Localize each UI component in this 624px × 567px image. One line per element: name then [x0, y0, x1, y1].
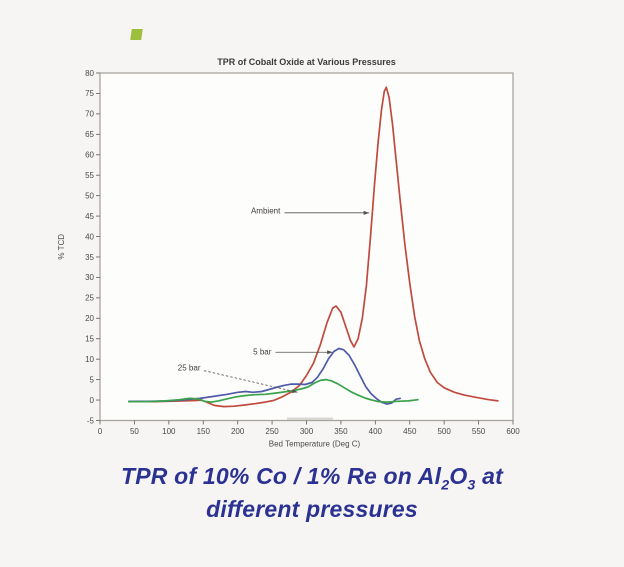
- y-tick-label: 80: [85, 69, 94, 78]
- y-tick-label: 20: [85, 314, 94, 323]
- caption-subscript-2: 2: [441, 477, 450, 494]
- x-tick-label: 0: [98, 427, 103, 436]
- y-tick-label: 75: [85, 89, 94, 98]
- x-tick-label: 100: [162, 427, 176, 436]
- y-tick-label: 0: [90, 396, 95, 405]
- x-tick-label: 550: [472, 427, 486, 436]
- annotation-label-ambient: Ambient: [251, 207, 281, 216]
- x-tick-label: 400: [369, 427, 383, 436]
- annotation-arrowhead: [291, 389, 298, 393]
- y-tick-label: 50: [85, 191, 94, 200]
- y-tick-label: 55: [85, 171, 94, 180]
- y-tick-label: 15: [85, 335, 94, 344]
- tpr-chart-figure: TPR of Cobalt Oxide at Various Pressures…: [55, 55, 525, 460]
- y-tick-label: 5: [90, 375, 95, 384]
- figure-caption: TPR of 10% Co / 1% Re on Al2O3 at differ…: [0, 462, 624, 523]
- caption-subscript-3: 3: [467, 477, 476, 494]
- x-tick-label: 200: [231, 427, 245, 436]
- y-tick-label: 60: [85, 151, 94, 160]
- y-tick-label: 30: [85, 273, 94, 282]
- y-axis-label: % TCD: [57, 234, 66, 260]
- y-tick-label: 25: [85, 294, 94, 303]
- annotation-label-5-bar: 5 bar: [253, 348, 272, 357]
- caption-text-1: TPR of 10% Co / 1% Re on Al: [120, 463, 442, 489]
- caption-text-at: at: [475, 463, 504, 489]
- chart-canvas: TPR of Cobalt Oxide at Various Pressures…: [57, 57, 520, 449]
- y-tick-label: 40: [85, 232, 94, 241]
- y-tick-label: 10: [85, 355, 94, 364]
- annotation-arrowhead: [363, 210, 370, 215]
- annotation-label-25-bar: 25 bar: [178, 364, 201, 373]
- series-line-ambient: [128, 86, 499, 408]
- x-tick-label: 450: [403, 427, 417, 436]
- green-square-bullet-icon: [130, 29, 143, 40]
- chart-title: TPR of Cobalt Oxide at Various Pressures: [217, 57, 396, 67]
- annotation-arrowhead: [327, 350, 333, 355]
- border-smudge: [287, 417, 333, 420]
- y-tick-label: 70: [85, 110, 94, 119]
- series-line-5-bar: [128, 347, 401, 405]
- y-tick-label: 35: [85, 253, 94, 262]
- caption-text-o: O: [449, 463, 468, 489]
- plot-area: [99, 72, 514, 422]
- y-tick-label: -5: [87, 416, 95, 425]
- x-tick-label: 600: [506, 427, 520, 436]
- y-tick-label: 65: [85, 130, 94, 139]
- y-tick-label: 45: [85, 212, 94, 221]
- x-tick-label: 50: [130, 427, 139, 436]
- series-line-25-bar: [128, 378, 419, 403]
- caption-text-line2: different pressures: [206, 495, 418, 522]
- x-axis-label: Bed Temperature (Deg C): [269, 440, 361, 449]
- x-tick-label: 500: [437, 427, 451, 436]
- x-tick-label: 150: [197, 427, 211, 436]
- x-tick-label: 300: [300, 427, 314, 436]
- x-tick-label: 250: [265, 427, 279, 436]
- x-tick-label: 350: [334, 427, 348, 436]
